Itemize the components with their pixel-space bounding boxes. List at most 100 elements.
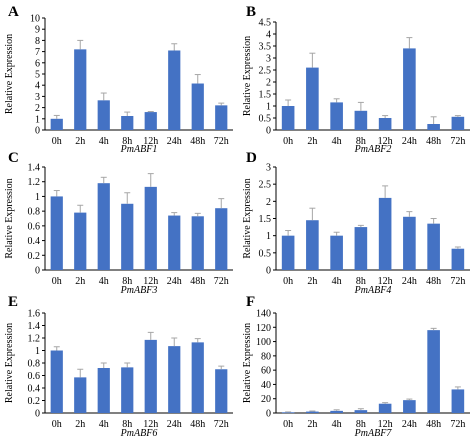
y-tick-label: 0.2 [28, 396, 41, 407]
y-tick-label: 4 [35, 81, 40, 92]
bar-24h [403, 216, 416, 270]
x-tick-label: 48h [190, 136, 205, 147]
y-tick-label: 1.5 [259, 90, 272, 101]
bar-12h [378, 118, 392, 130]
x-tick-label: 24h [167, 276, 182, 287]
y-axis-title: Relative Expression [4, 323, 15, 403]
y-tick-label: 0 [266, 126, 271, 137]
bar-72h [451, 248, 465, 270]
y-tick-label: 1.2 [28, 177, 41, 188]
panel-label: A [8, 4, 19, 20]
y-tick-label: 2.5 [259, 180, 272, 191]
x-tick-label: 48h [190, 276, 205, 287]
y-tick-label: 10 [30, 14, 40, 25]
y-tick-label: 0.8 [28, 359, 41, 370]
panel-label: E [8, 294, 18, 310]
bar-4h [330, 102, 343, 130]
y-tick-label: 100 [256, 337, 271, 348]
y-tick-label: 0.4 [28, 384, 41, 395]
x-tick-label: 0h [283, 419, 293, 430]
bar-12h [144, 339, 157, 413]
bar-72h [215, 208, 228, 270]
bar-72h [215, 105, 228, 130]
y-axis-title: Relative Expression [242, 323, 253, 403]
y-tick-label: 3 [266, 163, 271, 174]
bar-48h [427, 124, 440, 130]
y-axis-title: Relative Expression [242, 178, 253, 258]
x-tick-label: 4h [99, 136, 109, 147]
bar-8h [354, 410, 368, 413]
bar-24h [403, 48, 416, 130]
y-tick-label: 3.5 [259, 42, 272, 53]
x-tick-label: 2h [307, 419, 317, 430]
bar-12h [378, 197, 392, 270]
bar-72h [451, 389, 465, 413]
bar-4h [97, 100, 110, 130]
y-tick-label: 1 [266, 102, 271, 113]
x-axis-title: PmABF2 [354, 144, 392, 155]
panel-label: C [8, 150, 19, 166]
y-tick-label: 0.5 [259, 114, 272, 125]
y-tick-label: 0.4 [28, 236, 41, 247]
bar-24h [168, 346, 181, 413]
x-tick-label: 12h [378, 419, 393, 430]
y-tick-label: 0.8 [28, 207, 41, 218]
panel-label: D [246, 150, 257, 166]
bar-8h [354, 110, 368, 130]
x-tick-label: 0h [52, 419, 62, 430]
bar-0h [50, 118, 63, 130]
bar-2h [306, 411, 319, 413]
bar-48h [427, 330, 440, 413]
y-tick-label: 1 [35, 114, 40, 125]
x-tick-label: 48h [426, 419, 441, 430]
x-tick-label: 0h [283, 136, 293, 147]
bar-72h [215, 369, 228, 413]
y-tick-label: 1.5 [259, 214, 272, 225]
x-tick-label: 2h [75, 276, 85, 287]
y-tick-label: 1 [266, 231, 271, 242]
x-tick-label: 72h [214, 136, 229, 147]
x-tick-label: 12h [143, 136, 158, 147]
bar-12h [144, 186, 157, 270]
bar-8h [121, 367, 134, 413]
x-axis-title: PmABF4 [354, 285, 392, 296]
x-tick-label: 72h [214, 419, 229, 430]
panel-label: B [246, 4, 256, 20]
x-axis-title: PmABF6 [120, 428, 158, 439]
y-tick-label: 0 [266, 266, 271, 277]
chart-panel-e: E 0 0.20.4 0.60.8 11.2 1.41.6 Relative Express… [4, 294, 233, 439]
y-tick-label: 3 [266, 54, 271, 65]
bar-0h [50, 350, 63, 413]
x-tick-label: 2h [75, 419, 85, 430]
chart-panel-d: D 0 0.5 1 1.5 2 2.5 3 Relative Expression 0h 2h 4h 8… [242, 150, 470, 296]
y-tick-label: 0.6 [28, 371, 41, 382]
x-tick-label: 72h [450, 136, 465, 147]
bar-24h [168, 215, 181, 270]
x-tick-label: 48h [190, 419, 205, 430]
x-tick-label: 72h [450, 419, 465, 430]
y-tick-label: 2 [35, 103, 40, 114]
bar-72h [451, 116, 465, 130]
x-tick-label: 12h [143, 276, 158, 287]
x-tick-label: 8h [356, 276, 366, 287]
y-tick-label: 0 [35, 409, 40, 420]
bar-2h [306, 220, 319, 270]
bar-0h [281, 106, 295, 130]
y-tick-label: 1 [35, 346, 40, 357]
y-tick-label: 80 [261, 351, 271, 362]
bar-24h [168, 50, 181, 131]
x-tick-label: 4h [99, 419, 109, 430]
y-tick-label: 140 [256, 309, 271, 320]
x-tick-label: 4h [332, 276, 342, 287]
y-tick-label: 0 [35, 126, 40, 137]
chart-panel-c: C 0 0.2 0.4 0.6 0.8 1 1.2 1.4 Relative Expression… [4, 150, 233, 296]
y-tick-label: 3 [35, 92, 40, 103]
x-tick-label: 24h [167, 419, 182, 430]
x-tick-label: 24h [402, 136, 417, 147]
chart-panel-b: B 00.511.522.533.544.5 Relative Expression… [242, 4, 470, 155]
x-tick-label: 24h [402, 419, 417, 430]
y-tick-label: 4 [266, 30, 271, 41]
y-tick-label: 120 [256, 323, 271, 334]
